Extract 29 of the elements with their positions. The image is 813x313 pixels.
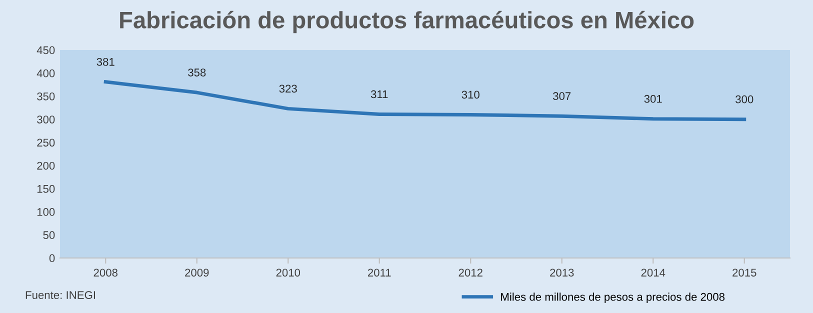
data-label: 311 <box>370 90 388 98</box>
data-label: 323 <box>279 84 297 93</box>
y-tick-label: 300 <box>37 116 55 124</box>
y-tick-label: 100 <box>37 208 55 216</box>
chart-title: Fabricación de productos farmacéuticos en México <box>120 10 694 34</box>
y-tick-label: 350 <box>37 92 55 100</box>
data-label: 301 <box>644 94 662 103</box>
x-tick-label: 2011 <box>368 268 391 277</box>
y-tick-label: 0 <box>49 254 55 262</box>
y-tick-label: 50 <box>43 231 55 240</box>
x-tick-label: 2012 <box>458 268 482 277</box>
data-label: 381 <box>96 58 114 66</box>
x-tick-label: 2013 <box>550 268 574 277</box>
data-label: 300 <box>736 95 754 104</box>
y-tick-label: 200 <box>37 162 55 170</box>
data-label: 307 <box>553 92 571 100</box>
x-tick-label: 2009 <box>185 268 209 277</box>
x-tick-label: 2014 <box>641 268 666 277</box>
y-tick-label: 400 <box>36 69 55 78</box>
x-tick-label: 2010 <box>276 268 300 277</box>
legend-label: Miles de millones de pesos a precios de 2008 <box>501 292 725 303</box>
x-tick-label: 2015 <box>732 268 756 277</box>
data-label: 310 <box>462 90 480 99</box>
data-label: 358 <box>188 68 206 76</box>
y-tick-label: 150 <box>37 184 55 193</box>
y-tick-label: 250 <box>37 138 55 147</box>
y-tick-label: 450 <box>36 46 55 54</box>
x-tick-label: 2008 <box>94 268 118 277</box>
source-note: Fuente: INEGI <box>26 291 95 299</box>
